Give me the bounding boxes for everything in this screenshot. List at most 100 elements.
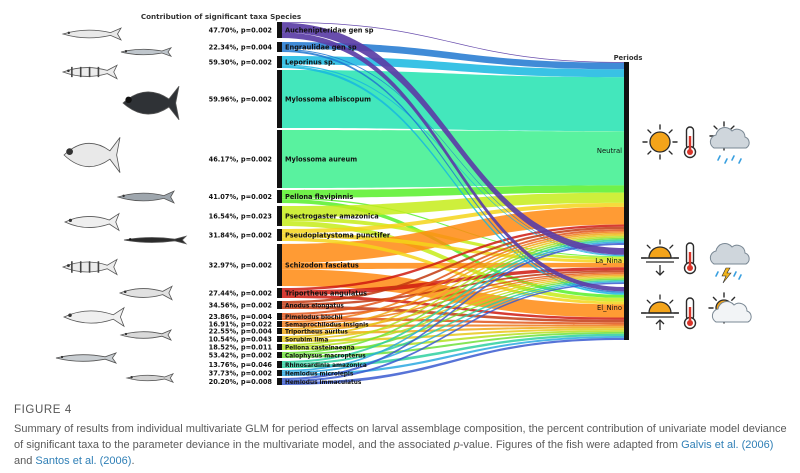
taxon-node (277, 321, 282, 327)
flow-ribbon (281, 234, 624, 338)
flow-ribbon (281, 32, 624, 292)
taxon-name: Mylossoma aureum (285, 156, 357, 164)
figure-label: FIGURE 4 (14, 404, 72, 416)
taxon-stat: 47.70%, p=0.002 (209, 27, 273, 35)
taxon-name: Calophysus macropterus (285, 354, 366, 360)
period-label: La_Nina (595, 257, 622, 265)
taxon-stat: 22.55%, p=0.004 (209, 328, 273, 336)
flow-ribbon (281, 276, 624, 340)
taxon-stat: 20.20%, p=0.008 (209, 378, 273, 386)
flow-ribbon (281, 237, 624, 305)
taxon-name: Mylossoma albiscopum (285, 96, 371, 104)
taxon-stat: 16.54%, p=0.023 (209, 213, 273, 221)
sunrise-up-icon (641, 294, 679, 330)
fish-illustration (125, 372, 175, 384)
taxon-name: Schizodon fasciatus (285, 262, 359, 270)
flow-ribbon (281, 185, 624, 198)
flow-ribbon (281, 224, 624, 291)
taxon-name: Sorubim lima (285, 338, 328, 344)
caption-part: Summary of results from individual multi… (14, 423, 787, 451)
periods-title: Periods (614, 54, 643, 62)
taxon-name: Hemiodus immaculatus (285, 380, 362, 386)
taxon-stat: 10.54%, p=0.043 (209, 336, 273, 344)
reference-link-galvis[interactable]: Galvis et al. (2006) (681, 439, 774, 451)
fish-illustration (122, 85, 180, 121)
flow-ribbon (281, 231, 624, 323)
taxon-stat: 18.52%, p=0.011 (209, 344, 273, 352)
fish-illustration (118, 285, 173, 301)
flow-ribbon (281, 305, 624, 323)
taxon-node (277, 244, 282, 286)
taxon-name: Psectrogaster amazonica (285, 213, 379, 221)
flow-ribbon (281, 233, 624, 263)
flow-ribbon (281, 279, 624, 366)
flow-ribbon (281, 273, 624, 325)
taxon-name: Auchenipteridae gen sp (285, 27, 374, 35)
taxon-node (277, 313, 282, 320)
fish-illustration (61, 258, 118, 276)
flow-ribbon (281, 236, 624, 346)
taxon-stat: 16.91%, p=0.022 (209, 321, 273, 329)
sun-cloud-icon (708, 292, 752, 324)
taxon-stat: 37.73%, p=0.002 (209, 370, 273, 378)
taxon-name: Pellona castelnaeana (285, 346, 355, 352)
sankey-figure: Auchenipteridae gen sp 47.70%, p=0.002 Eng… (55, 12, 752, 386)
taxon-name: Engraulidae gen sp (285, 44, 357, 52)
taxon-node (277, 56, 282, 68)
fish-illustration (63, 137, 121, 173)
flow-ribbon (281, 331, 624, 358)
fish-illustration (63, 306, 125, 328)
flow-ribbon (281, 237, 624, 354)
taxon-node (277, 361, 282, 368)
taxon-stat: 59.96%, p=0.002 (209, 96, 273, 104)
taxon-name: Semaprochilodus insignis (285, 323, 369, 329)
figure-caption: FIGURE 4 Summary of results from individ… (14, 404, 794, 469)
taxon-node (277, 370, 282, 376)
flow-ribbon (281, 22, 624, 63)
period-axis (624, 62, 629, 340)
flow-ribbon (281, 202, 624, 234)
sankey-diagram: Auchenipteridae gen sp 47.70%, p=0.002 Eng… (55, 12, 752, 386)
flow-ribbon (281, 49, 624, 256)
taxon-node (277, 336, 282, 342)
taxon-stat: 31.84%, p=0.002 (209, 232, 273, 240)
taxon-name: Pseudoplatystoma punctifer (285, 232, 391, 240)
caption-part: -value. Figures of the fish were adapted… (459, 439, 682, 451)
taxon-stat: 59.30%, p=0.002 (209, 59, 273, 67)
taxon-node (277, 42, 282, 52)
fish-illustration (61, 64, 118, 80)
taxon-node (277, 70, 282, 128)
taxon-stat: 13.76%, p=0.046 (209, 361, 273, 369)
flow-ribbon (281, 229, 624, 316)
taxon-name: Anodus elongatus (285, 304, 344, 310)
reference-link-santos[interactable]: Santos et al. (2006) (35, 455, 132, 467)
labels: Auchenipteridae gen sp 47.70%, p=0.002 Eng… (141, 12, 643, 386)
taxon-node (277, 190, 282, 203)
flow-ribbon (281, 333, 624, 368)
flow-ribbon (281, 337, 624, 385)
fish-illustration (123, 235, 188, 245)
flow-ribbon (281, 274, 624, 332)
taxon-node (277, 352, 282, 358)
caption-text: Summary of results from individual multi… (14, 421, 794, 469)
taxon-stat: 22.34%, p=0.004 (209, 44, 273, 52)
flow-ribbon (281, 226, 624, 304)
period-icons (641, 121, 752, 330)
thermometer-icon (683, 297, 697, 330)
taxon-name: Hemiodus microlepis (285, 372, 354, 378)
flow-ribbon (281, 272, 624, 318)
flow-ribbon (281, 241, 624, 372)
taxon-stat: 34.56%, p=0.002 (209, 302, 273, 310)
taxon-node (277, 229, 282, 241)
taxon-stat: 23.86%, p=0.004 (209, 313, 273, 321)
taxon-stat: 53.42%, p=0.002 (209, 352, 273, 360)
caption-part: . (131, 455, 135, 467)
flow-ribbon (281, 278, 624, 356)
fish-illustrations (55, 27, 188, 384)
flow-ribbon (281, 192, 624, 217)
caption-part: and (14, 455, 36, 467)
fish-illustration (116, 190, 175, 204)
fish-illustration (64, 212, 120, 232)
taxon-node (277, 344, 282, 350)
figure-header: Contribution of significant taxa Species (141, 12, 301, 21)
